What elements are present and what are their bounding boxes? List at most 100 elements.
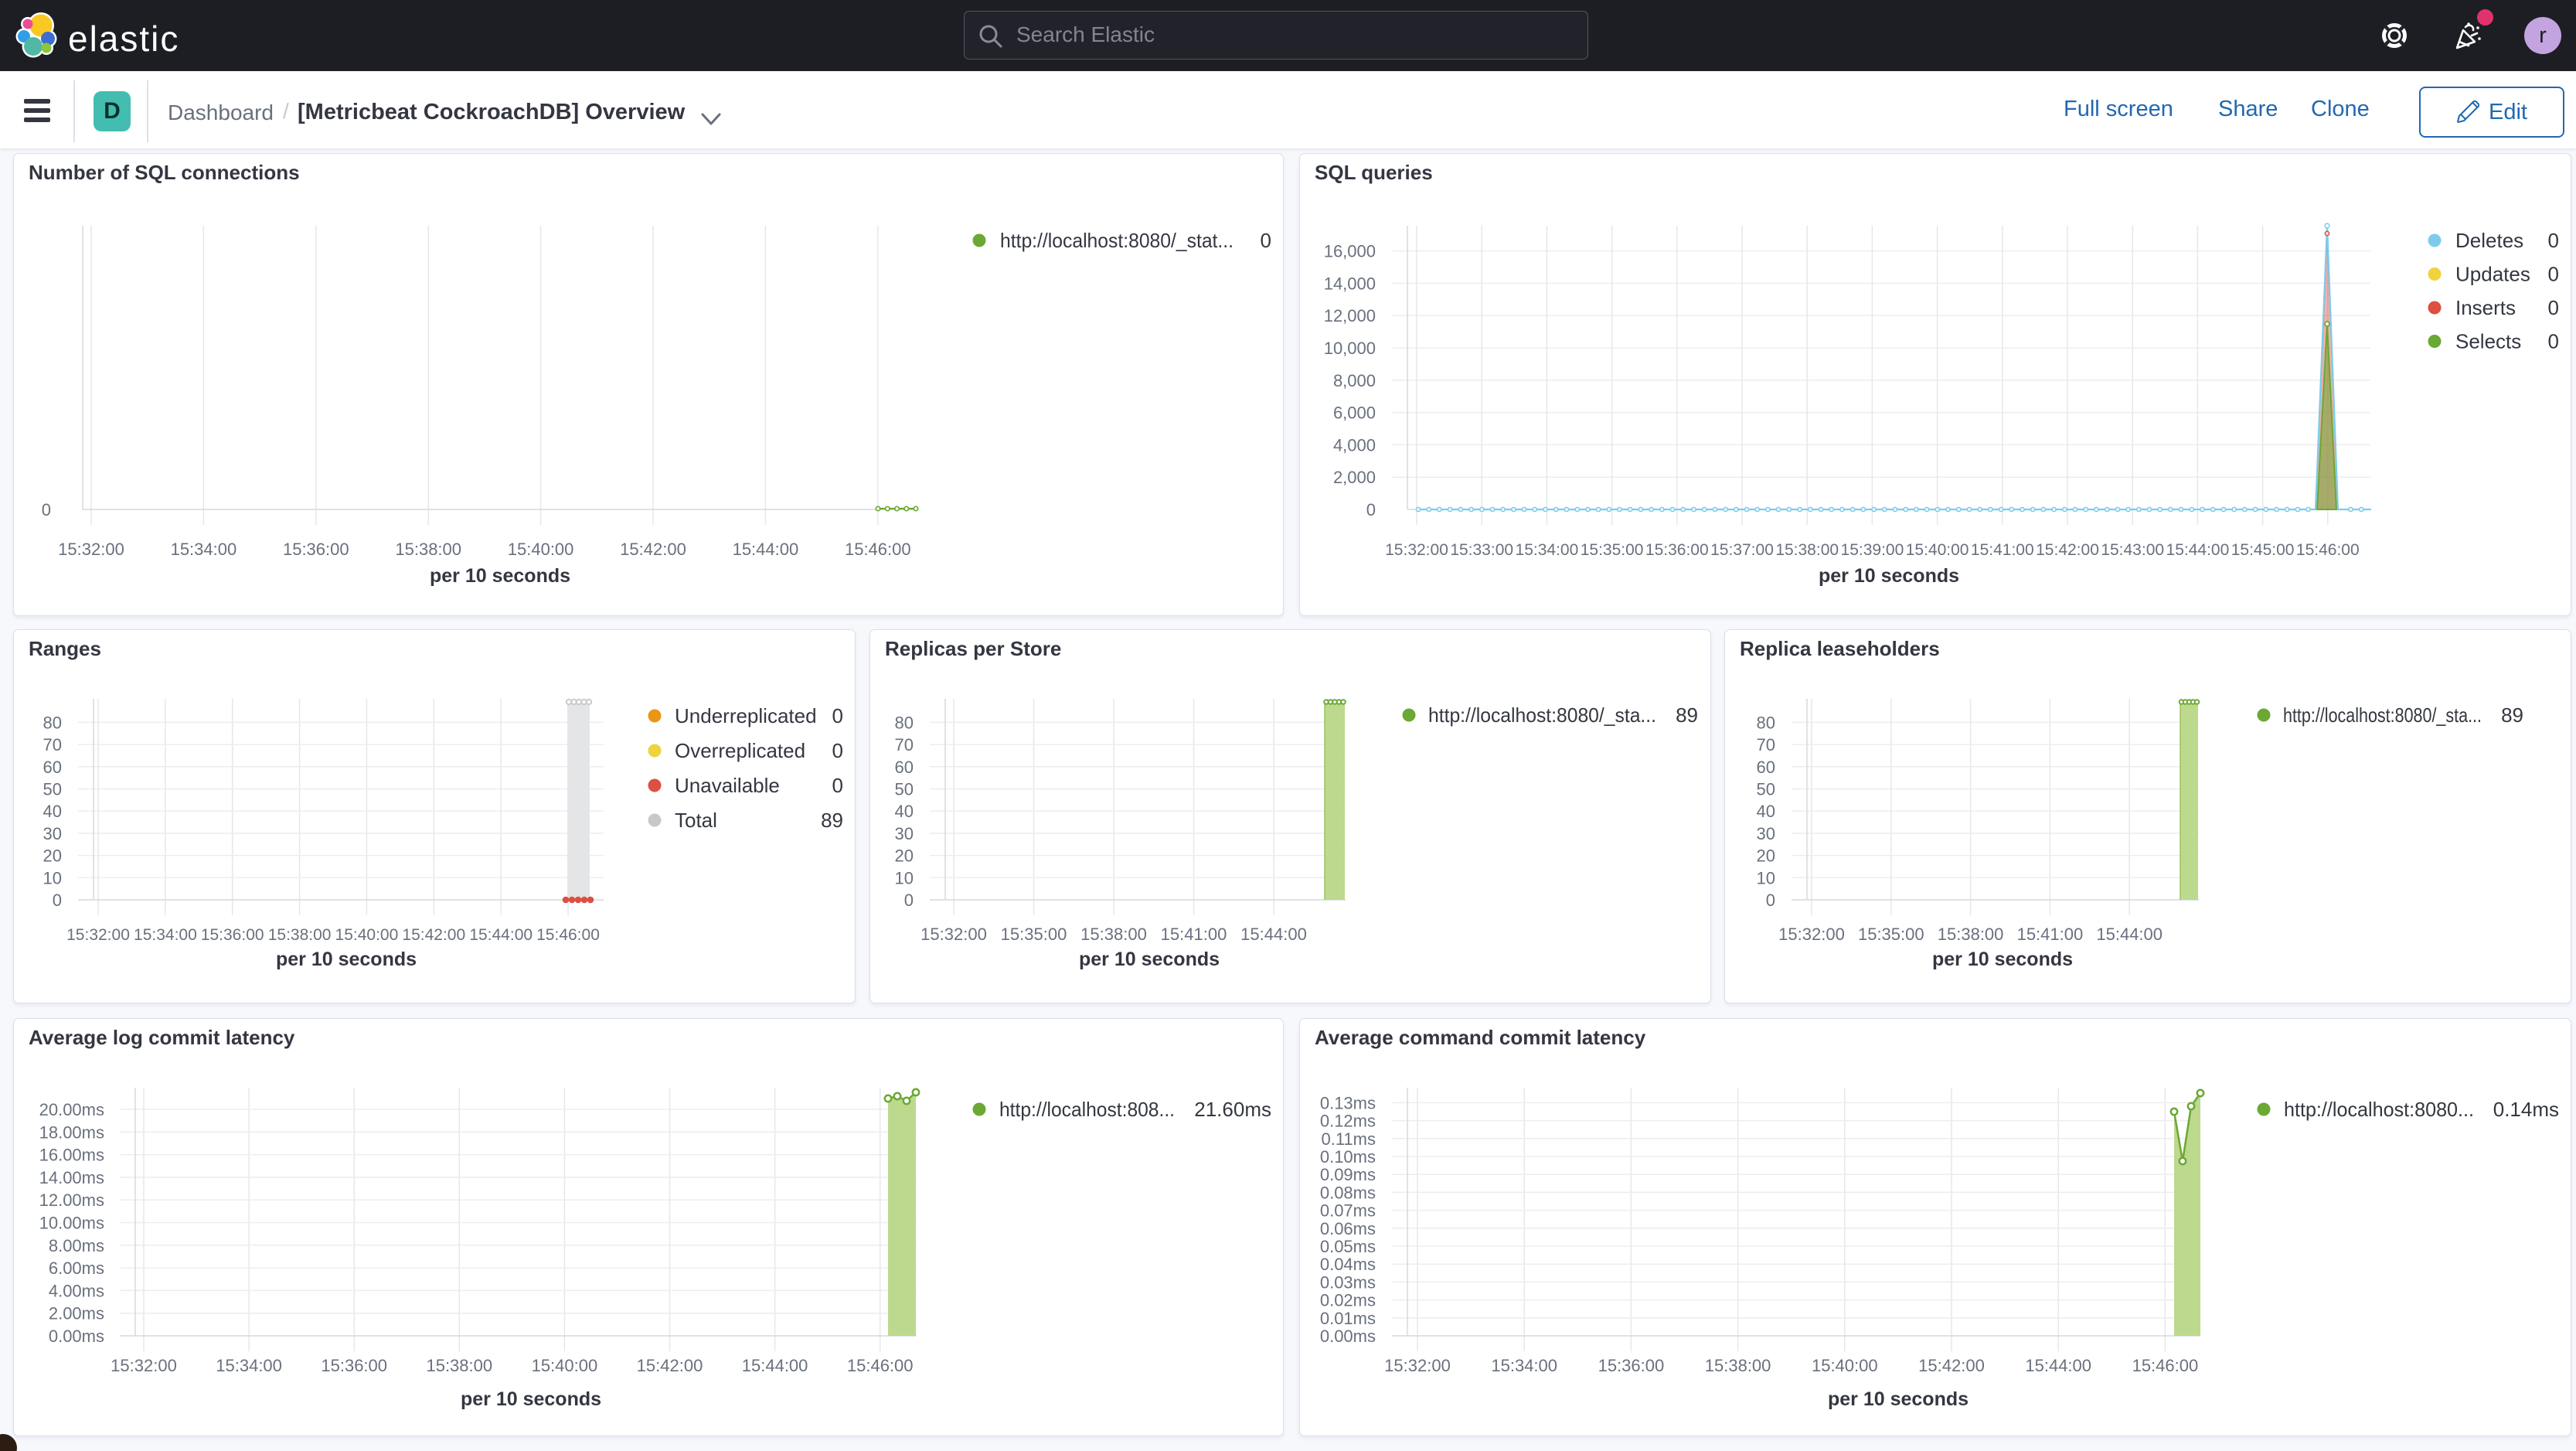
svg-text:15:43:00: 15:43:00 — [2101, 541, 2164, 559]
svg-text:50: 50 — [43, 780, 62, 799]
svg-text:0: 0 — [53, 891, 62, 910]
svg-text:SQL queries: SQL queries — [1315, 161, 1433, 184]
svg-text:Total: Total — [675, 809, 717, 832]
svg-text:0: 0 — [832, 739, 843, 762]
svg-text:20: 20 — [1757, 846, 1775, 866]
svg-text:2.00ms: 2.00ms — [49, 1304, 104, 1323]
svg-text:Average command commit latency: Average command commit latency — [1315, 1026, 1646, 1049]
svg-text:15:39:00: 15:39:00 — [1841, 541, 1904, 559]
svg-text:15:40:00: 15:40:00 — [1812, 1356, 1878, 1375]
svg-text:70: 70 — [895, 735, 914, 754]
svg-text:10: 10 — [43, 868, 62, 887]
svg-text:20: 20 — [895, 846, 914, 866]
svg-text:0.06ms: 0.06ms — [1320, 1219, 1376, 1238]
svg-text:0: 0 — [2548, 330, 2559, 353]
svg-text:0.11ms: 0.11ms — [1321, 1129, 1376, 1149]
svg-text:per 10 seconds: per 10 seconds — [1819, 565, 1959, 587]
svg-text:0.02ms: 0.02ms — [1320, 1291, 1376, 1310]
svg-text:4,000: 4,000 — [1333, 435, 1376, 455]
svg-text:15:32:00: 15:32:00 — [1384, 1356, 1451, 1375]
svg-text:0: 0 — [2548, 229, 2559, 252]
svg-text:15:34:00: 15:34:00 — [134, 926, 197, 944]
svg-text:15:38:00: 15:38:00 — [1705, 1356, 1771, 1375]
svg-text:per 10 seconds: per 10 seconds — [1932, 949, 2073, 970]
svg-text:89: 89 — [1676, 703, 1698, 727]
svg-text:15:36:00: 15:36:00 — [321, 1356, 387, 1375]
svg-text:15:44:00: 15:44:00 — [733, 540, 799, 559]
svg-text:15:40:00: 15:40:00 — [532, 1356, 598, 1375]
svg-text:15:36:00: 15:36:00 — [1598, 1356, 1665, 1375]
svg-text:15:32:00: 15:32:00 — [1385, 541, 1448, 559]
svg-text:30: 30 — [43, 824, 62, 843]
svg-text:15:32:00: 15:32:00 — [58, 540, 124, 559]
svg-text:60: 60 — [895, 758, 914, 777]
svg-text:15:41:00: 15:41:00 — [1161, 925, 1227, 944]
svg-text:0.01ms: 0.01ms — [1320, 1309, 1376, 1328]
svg-text:15:46:00: 15:46:00 — [536, 926, 600, 944]
svg-text:50: 50 — [895, 780, 914, 799]
svg-text:15:32:00: 15:32:00 — [1778, 925, 1845, 944]
svg-text:15:44:00: 15:44:00 — [2096, 925, 2163, 944]
svg-text:Ranges: Ranges — [29, 637, 101, 660]
svg-text:60: 60 — [1757, 758, 1775, 777]
svg-text:15:34:00: 15:34:00 — [216, 1356, 282, 1375]
svg-text:15:42:00: 15:42:00 — [402, 926, 465, 944]
svg-text:15:41:00: 15:41:00 — [1971, 541, 2034, 559]
svg-text:0: 0 — [1766, 891, 1775, 910]
svg-text:15:38:00: 15:38:00 — [1938, 925, 2004, 944]
svg-text:15:41:00: 15:41:00 — [2017, 925, 2084, 944]
svg-text:20.00ms: 20.00ms — [39, 1100, 104, 1119]
svg-text:0: 0 — [2548, 296, 2559, 319]
svg-text:http://localhost:8080/_sta...: http://localhost:8080/_sta... — [2283, 703, 2482, 727]
svg-text:15:46:00: 15:46:00 — [2296, 541, 2360, 559]
svg-text:http://localhost:8080/_stat...: http://localhost:8080/_stat... — [1000, 229, 1234, 252]
svg-text:15:40:00: 15:40:00 — [508, 540, 574, 559]
svg-text:0: 0 — [42, 500, 51, 519]
svg-text:80: 80 — [43, 713, 62, 732]
svg-text:15:44:00: 15:44:00 — [2025, 1356, 2091, 1375]
svg-text:18.00ms: 18.00ms — [39, 1122, 104, 1142]
svg-text:12,000: 12,000 — [1324, 306, 1376, 325]
svg-text:21.60ms: 21.60ms — [1194, 1098, 1271, 1121]
svg-text:15:44:00: 15:44:00 — [742, 1356, 808, 1375]
svg-text:15:38:00: 15:38:00 — [426, 1356, 492, 1375]
svg-text:0.00ms: 0.00ms — [1320, 1327, 1376, 1346]
svg-text:15:35:00: 15:35:00 — [1581, 541, 1644, 559]
svg-text:8.00ms: 8.00ms — [49, 1236, 104, 1255]
svg-text:40: 40 — [895, 802, 914, 821]
svg-text:0.12ms: 0.12ms — [1320, 1112, 1376, 1131]
svg-text:0: 0 — [2548, 263, 2559, 286]
svg-text:15:46:00: 15:46:00 — [845, 540, 911, 559]
svg-text:6,000: 6,000 — [1333, 404, 1376, 423]
svg-text:15:35:00: 15:35:00 — [1858, 925, 1924, 944]
svg-text:per 10 seconds: per 10 seconds — [430, 565, 570, 587]
svg-text:10: 10 — [895, 868, 914, 887]
svg-text:0.03ms: 0.03ms — [1320, 1272, 1376, 1292]
svg-text:15:40:00: 15:40:00 — [1906, 541, 1969, 559]
svg-text:15:34:00: 15:34:00 — [1491, 1356, 1557, 1375]
svg-text:http://localhost:808...: http://localhost:808... — [999, 1098, 1175, 1121]
svg-text:Number of SQL connections: Number of SQL connections — [29, 161, 300, 184]
svg-text:per 10 seconds: per 10 seconds — [1079, 949, 1220, 970]
svg-text:14.00ms: 14.00ms — [39, 1168, 104, 1187]
svg-text:0.07ms: 0.07ms — [1320, 1201, 1376, 1221]
svg-text:15:38:00: 15:38:00 — [1080, 925, 1147, 944]
svg-text:15:42:00: 15:42:00 — [2036, 541, 2099, 559]
svg-text:89: 89 — [2501, 703, 2523, 727]
svg-text:10: 10 — [1757, 868, 1775, 887]
svg-text:70: 70 — [43, 735, 62, 754]
svg-text:per 10 seconds: per 10 seconds — [1828, 1388, 1969, 1410]
svg-text:20: 20 — [43, 846, 62, 866]
svg-text:80: 80 — [1757, 713, 1775, 732]
svg-text:15:32:00: 15:32:00 — [66, 926, 130, 944]
svg-text:14,000: 14,000 — [1324, 274, 1376, 293]
svg-text:15:40:00: 15:40:00 — [335, 926, 399, 944]
svg-text:0.05ms: 0.05ms — [1320, 1237, 1376, 1256]
svg-text:16,000: 16,000 — [1324, 242, 1376, 261]
svg-text:per 10 seconds: per 10 seconds — [276, 949, 417, 970]
svg-text:0.13ms: 0.13ms — [1320, 1093, 1376, 1112]
svg-text:0.04ms: 0.04ms — [1320, 1255, 1376, 1274]
svg-text:10,000: 10,000 — [1324, 339, 1376, 358]
svg-text:Average log commit latency: Average log commit latency — [29, 1026, 295, 1049]
svg-text:15:44:00: 15:44:00 — [469, 926, 533, 944]
